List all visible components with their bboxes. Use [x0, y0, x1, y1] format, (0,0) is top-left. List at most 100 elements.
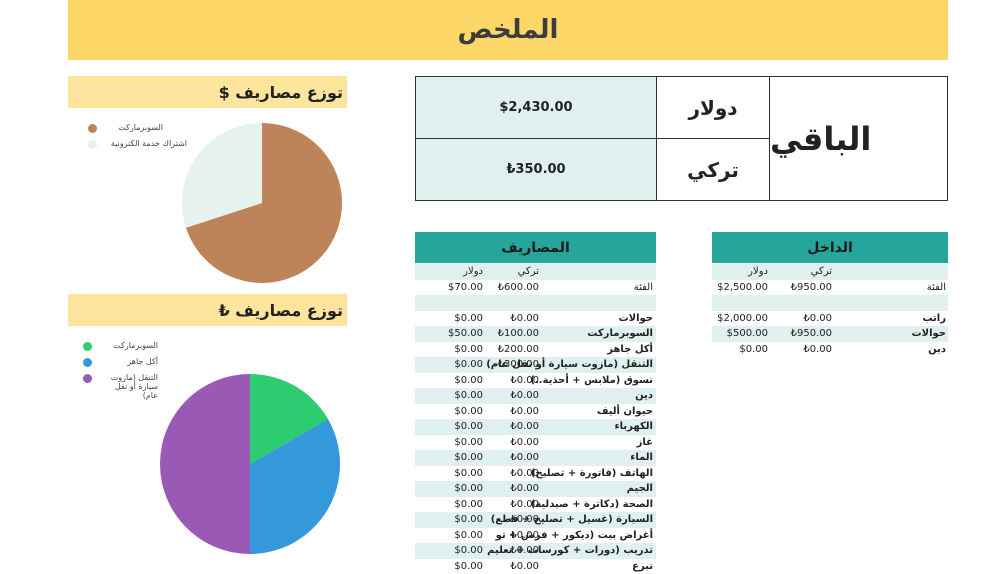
category-cell[interactable]: تسوق (ملابس + أحذية..)	[530, 374, 653, 386]
usd-cell[interactable]: $0.00	[739, 343, 768, 355]
try-cell[interactable]: ₺0.00	[510, 498, 539, 510]
category-cell[interactable]: تبرع	[632, 560, 653, 572]
usd-cell[interactable]: $500.00	[726, 328, 768, 340]
category-cell[interactable]: الماء	[630, 452, 653, 464]
usd-cell[interactable]: $0.00	[454, 390, 483, 402]
balance-label-cell[interactable]: الباقي	[770, 77, 947, 200]
usd-cell[interactable]: $0.00	[454, 560, 483, 572]
try-column-header[interactable]: تركي	[517, 266, 539, 278]
balance-usd-cell[interactable]: $2,430.00	[416, 77, 657, 139]
try-cell[interactable]: ₺950.00	[790, 328, 832, 340]
usd-column-header[interactable]: دولار	[463, 266, 483, 278]
category-cell[interactable]: الهاتف (فاتورة + تصليح)	[530, 467, 653, 479]
try-cell[interactable]: ₺200.00	[497, 343, 539, 355]
pie-slice[interactable]	[182, 123, 262, 228]
category-cell[interactable]: راتب	[922, 312, 946, 324]
try-cell[interactable]: ₺300.00	[497, 359, 539, 371]
legend-label: اشتراك خدمة الكترونية	[110, 139, 187, 148]
balance-try-currency-cell[interactable]: تركي	[657, 139, 770, 200]
usd-column-header[interactable]: دولار	[748, 266, 768, 278]
category-cell[interactable]: دين	[635, 390, 653, 402]
category-label[interactable]: الفئة	[633, 281, 653, 293]
usd-chart-heading: توزع مصاريف $	[218, 82, 343, 102]
try-cell[interactable]: ₺0.00	[803, 312, 832, 324]
category-cell[interactable]: أكل جاهز	[607, 343, 653, 355]
category-cell[interactable]: أغراض بيت (ديكور + فرش + تو	[495, 529, 653, 541]
usd-cell[interactable]: $50.00	[448, 328, 483, 340]
category-cell[interactable]: غاز	[636, 436, 653, 448]
category-cell[interactable]: الجيم	[626, 483, 653, 495]
category-cell[interactable]: التنقل (مازوت سيارة أو نقل عام)	[486, 359, 653, 371]
try-cell[interactable]: ₺0.00	[510, 529, 539, 541]
balance-try-value: ₺350.00	[506, 162, 566, 177]
try-cell[interactable]: ₺0.00	[510, 374, 539, 386]
legend-label: أكل جاهز	[127, 357, 158, 366]
balance-usd-currency-cell[interactable]: دولار	[657, 77, 770, 139]
legend-swatch	[83, 342, 92, 351]
category-cell[interactable]: تدريب (دورات + كورسات + تعليم	[487, 545, 653, 557]
category-cell[interactable]: حوالات	[618, 312, 653, 324]
usd-cell[interactable]: $0.00	[454, 452, 483, 464]
table-row: $0.00 ₺300.00 التنقل (مازوت سيارة أو نقل ع…	[415, 357, 656, 373]
usd-cell[interactable]: $0.00	[454, 405, 483, 417]
try-column-header[interactable]: تركي	[810, 266, 832, 278]
category-cell[interactable]: الصحة (دكاترة + صيدلية)	[530, 498, 653, 510]
usd-total[interactable]: $2,500.00	[717, 281, 768, 293]
usd-cell[interactable]: $0.00	[454, 467, 483, 479]
usd-cell[interactable]: $0.00	[454, 312, 483, 324]
balance-try-cell[interactable]: ₺350.00	[416, 139, 657, 200]
usd-expenses-pie-chart	[182, 123, 342, 283]
legend-swatch	[88, 124, 97, 133]
legend-item: السوبرماركت	[83, 341, 158, 351]
usd-total[interactable]: $70.00	[448, 281, 483, 293]
try-cell[interactable]: ₺100.00	[497, 328, 539, 340]
try-cell[interactable]: ₺0.00	[510, 514, 539, 526]
usd-cell[interactable]: $0.00	[454, 374, 483, 386]
usd-cell[interactable]: $0.00	[454, 529, 483, 541]
usd-cell[interactable]: $0.00	[454, 436, 483, 448]
usd-cell[interactable]: $0.00	[454, 483, 483, 495]
page-title: الملخص	[457, 15, 559, 45]
category-label[interactable]: الفئة	[926, 281, 946, 293]
table-row: $0.00 ₺0.00 الجيم	[415, 481, 656, 497]
try-cell[interactable]: ₺0.00	[510, 421, 539, 433]
usd-cell[interactable]: $0.00	[454, 498, 483, 510]
try-cell[interactable]: ₺0.00	[510, 436, 539, 448]
try-total[interactable]: ₺950.00	[790, 281, 832, 293]
usd-cell[interactable]: $0.00	[454, 421, 483, 433]
try-cell[interactable]: ₺0.00	[510, 560, 539, 572]
usd-cell[interactable]: $2,000.00	[717, 312, 768, 324]
category-cell[interactable]: السوبرماركت	[587, 328, 653, 340]
try-cell[interactable]: ₺0.00	[510, 467, 539, 479]
try-cell[interactable]: ₺0.00	[510, 483, 539, 495]
try-expenses-chart-header: توزع مصاريف ₺	[68, 294, 347, 326]
table-row	[712, 295, 948, 311]
table-row: $0.00 ₺0.00 السيارة (غسيل + تصليح + قطع)	[415, 512, 656, 528]
pie-slice[interactable]	[250, 374, 328, 464]
usd-cell[interactable]: $0.00	[454, 359, 483, 371]
table-row: $0.00 ₺0.00 الكهرباء	[415, 419, 656, 435]
category-cell[interactable]: الكهرباء	[614, 421, 653, 433]
pie-slice[interactable]	[250, 419, 340, 554]
try-cell[interactable]: ₺0.00	[510, 452, 539, 464]
usd-chart-legend: السوبرماركت اشتراك خدمة الكترونية	[88, 123, 187, 155]
try-cell[interactable]: ₺0.00	[510, 545, 539, 557]
usd-cell[interactable]: $0.00	[454, 514, 483, 526]
category-cell[interactable]: السيارة (غسيل + تصليح + قطع)	[490, 514, 653, 526]
balance-usd-value: $2,430.00	[499, 100, 573, 115]
category-cell[interactable]: دين	[928, 343, 946, 355]
try-chart-heading: توزع مصاريف ₺	[218, 300, 343, 320]
try-cell[interactable]: ₺0.00	[510, 390, 539, 402]
try-cell[interactable]: ₺0.00	[510, 312, 539, 324]
category-cell[interactable]: حيوان أليف	[596, 405, 653, 417]
try-cell[interactable]: ₺0.00	[803, 343, 832, 355]
income-heading: الداخل	[807, 239, 853, 256]
legend-label: السوبرماركت	[113, 341, 158, 350]
usd-cell[interactable]: $0.00	[454, 343, 483, 355]
usd-cell[interactable]: $0.00	[454, 545, 483, 557]
category-cell[interactable]: حوالات	[911, 328, 946, 340]
pie-slice[interactable]	[185, 123, 342, 283]
try-total[interactable]: ₺600.00	[497, 281, 539, 293]
try-cell[interactable]: ₺0.00	[510, 405, 539, 417]
pie-slice[interactable]	[160, 374, 250, 554]
